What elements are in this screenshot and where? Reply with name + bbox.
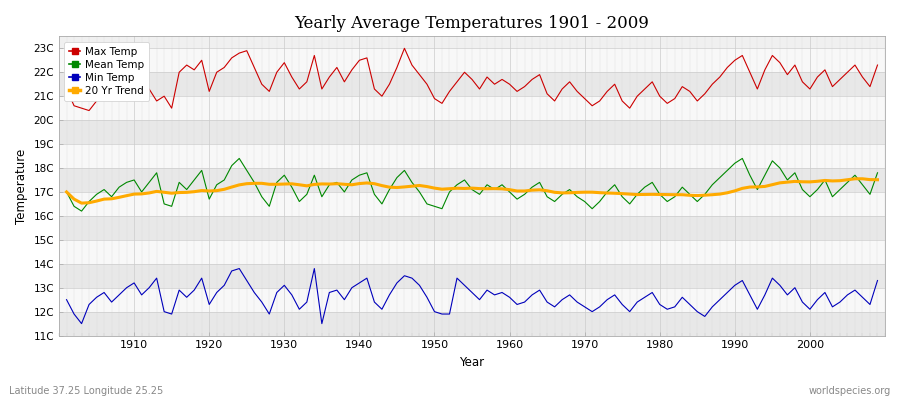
Bar	[59, 96, 885, 120]
Y-axis label: Temperature: Temperature	[15, 148, 28, 224]
Text: worldspecies.org: worldspecies.org	[809, 386, 891, 396]
Legend: Max Temp, Mean Temp, Min Temp, 20 Yr Trend: Max Temp, Mean Temp, Min Temp, 20 Yr Tre…	[64, 42, 149, 101]
Bar	[59, 264, 885, 288]
Text: Latitude 37.25 Longitude 25.25: Latitude 37.25 Longitude 25.25	[9, 386, 163, 396]
Bar	[59, 288, 885, 312]
Bar	[59, 120, 885, 144]
Bar	[59, 192, 885, 216]
Bar	[59, 48, 885, 72]
Bar	[59, 72, 885, 96]
X-axis label: Year: Year	[460, 356, 484, 369]
Bar	[59, 144, 885, 168]
Bar	[59, 168, 885, 192]
Title: Yearly Average Temperatures 1901 - 2009: Yearly Average Temperatures 1901 - 2009	[294, 15, 650, 32]
Bar	[59, 216, 885, 240]
Bar	[59, 312, 885, 336]
Bar	[59, 240, 885, 264]
